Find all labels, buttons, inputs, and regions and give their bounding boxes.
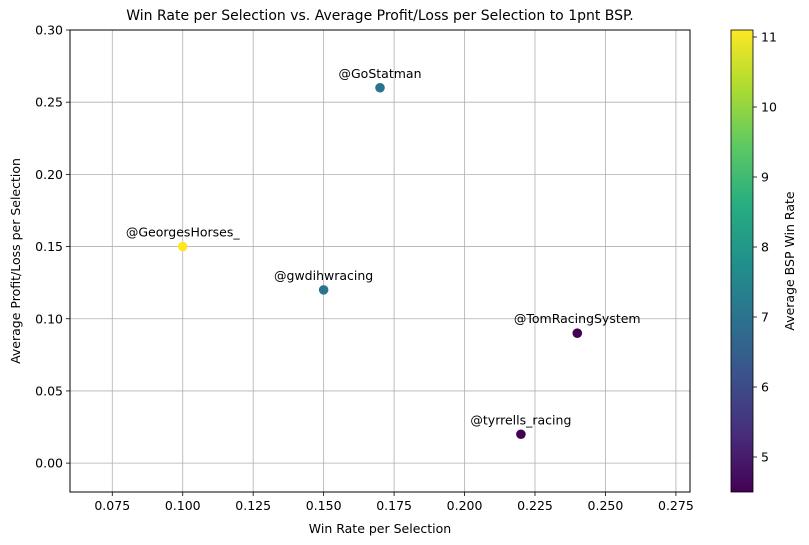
- y-tick-label: 0.20: [35, 167, 63, 182]
- colorbar-tick-label: 7: [761, 310, 769, 325]
- colorbar-tick-label: 8: [761, 240, 769, 255]
- colorbar-tick-label: 10: [761, 100, 777, 115]
- x-tick-label: 0.250: [588, 498, 624, 513]
- x-tick-label: 0.175: [376, 498, 412, 513]
- x-tick-label: 0.100: [165, 498, 201, 513]
- colorbar-label: Average BSP Win Rate: [782, 191, 797, 331]
- data-points: @GoStatman @GeorgesHorses_ @gwdihwracing @T…: [126, 66, 641, 440]
- data-point: [177, 241, 188, 252]
- x-tick-label: 0.200: [447, 498, 483, 513]
- y-tick-label: 0.10: [35, 311, 63, 326]
- point-label: @GeorgesHorses_: [126, 225, 240, 240]
- colorbar-tick-label: 11: [761, 30, 777, 45]
- grid-lines: [70, 29, 690, 492]
- y-tick-label: 0.30: [35, 23, 63, 38]
- colorbar-tick-label: 9: [761, 170, 769, 185]
- y-axis-label: Average Profit/Loss per Selection: [8, 158, 23, 364]
- point-label: @gwdihwracing: [274, 268, 373, 283]
- chart-title: Win Rate per Selection vs. Average Profi…: [126, 8, 634, 24]
- y-tick-label: 0.25: [35, 95, 63, 110]
- y-tick-label: 0.05: [35, 383, 63, 398]
- data-point: [572, 328, 583, 338]
- data-point: [516, 429, 526, 440]
- colorbar-tick-label: 6: [761, 380, 769, 395]
- colorbar-ticks: 5 6 7 8 9 10 11: [753, 30, 777, 465]
- plot-frame: [69, 29, 691, 493]
- point-label: @GoStatman: [339, 66, 422, 81]
- x-tick-label: 0.150: [306, 498, 342, 513]
- x-tick-label: 0.225: [517, 498, 553, 513]
- y-tick-label: 0.00: [35, 456, 63, 471]
- point-label: @TomRacingSystem: [514, 311, 641, 326]
- x-axis-label: Win Rate per Selection: [309, 521, 451, 536]
- data-point: [375, 82, 385, 93]
- colorbar-tick-label: 5: [761, 450, 769, 465]
- y-axis-ticks: 0.00 0.05 0.10 0.15 0.20 0.25 0.30: [35, 23, 70, 471]
- colorbar: [730, 29, 754, 493]
- y-tick-label: 0.15: [35, 239, 63, 254]
- x-tick-label: 0.125: [235, 498, 271, 513]
- data-point: [318, 285, 329, 295]
- x-tick-label: 0.075: [94, 498, 130, 513]
- point-label: @tyrrells_racing: [470, 412, 571, 427]
- x-axis-ticks: 0.075 0.100 0.125 0.150 0.175 0.200 0.225 0.250…: [94, 492, 694, 513]
- x-tick-label: 0.275: [658, 498, 694, 513]
